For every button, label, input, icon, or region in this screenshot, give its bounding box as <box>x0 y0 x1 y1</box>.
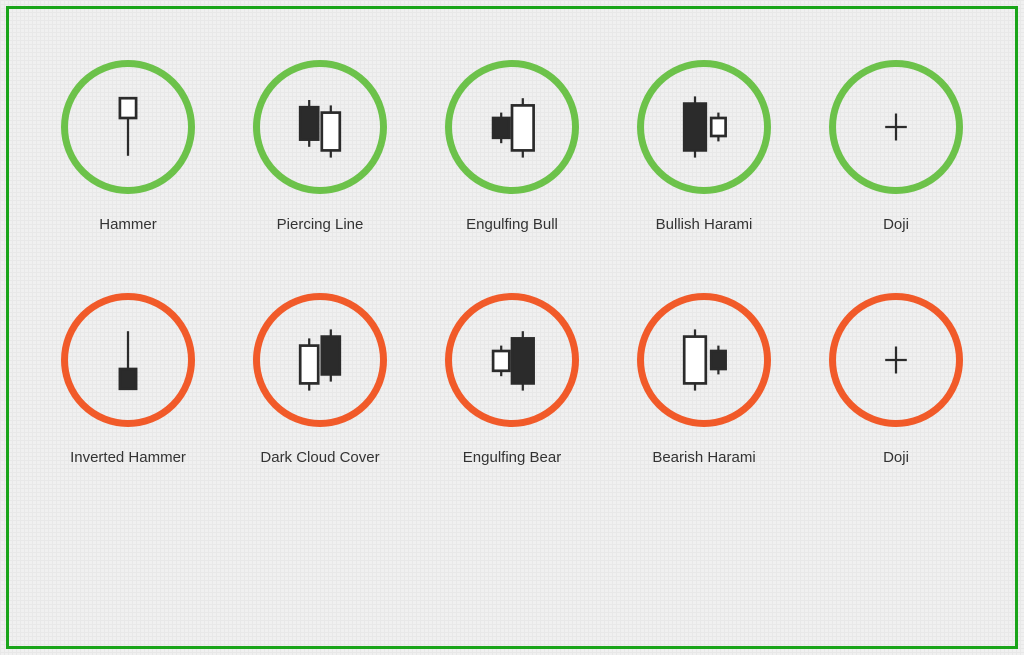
pattern-label: Hammer <box>99 216 157 233</box>
pattern-label: Engulfing Bear <box>463 449 561 466</box>
pattern-label: Doji <box>883 449 909 466</box>
piercing-icon <box>253 60 387 194</box>
pattern-cell: Engulfing Bear <box>442 293 582 466</box>
pattern-label: Piercing Line <box>277 216 364 233</box>
pattern-cell: Engulfing Bull <box>442 60 582 233</box>
pattern-label: Doji <box>883 216 909 233</box>
bear_harami-icon <box>637 293 771 427</box>
pattern-label: Bearish Harami <box>652 449 755 466</box>
bullish-row: Hammer Piercing Line Engulfing Bull Bullish… <box>58 60 966 233</box>
hammer-icon <box>61 60 195 194</box>
dark_cloud-icon <box>253 293 387 427</box>
pattern-cell: Doji <box>826 60 966 233</box>
pattern-cell: Bearish Harami <box>634 293 774 466</box>
pattern-cell: Dark Cloud Cover <box>250 293 390 466</box>
doji-icon <box>829 293 963 427</box>
pattern-label: Engulfing Bull <box>466 216 558 233</box>
pattern-cell: Piercing Line <box>250 60 390 233</box>
bearish-row: Inverted Hammer Dark Cloud Cover Engulfing… <box>58 293 966 466</box>
inv_hammer-icon <box>61 293 195 427</box>
pattern-cell: Inverted Hammer <box>58 293 198 466</box>
doji-icon <box>829 60 963 194</box>
engulf_bull-icon <box>445 60 579 194</box>
pattern-label: Dark Cloud Cover <box>260 449 379 466</box>
pattern-cell: Bullish Harami <box>634 60 774 233</box>
bull_harami-icon <box>637 60 771 194</box>
pattern-label: Bullish Harami <box>656 216 753 233</box>
pattern-cell: Doji <box>826 293 966 466</box>
pattern-label: Inverted Hammer <box>70 449 186 466</box>
engulf_bear-icon <box>445 293 579 427</box>
pattern-grid: Hammer Piercing Line Engulfing Bull Bullish… <box>0 60 1024 466</box>
pattern-cell: Hammer <box>58 60 198 233</box>
